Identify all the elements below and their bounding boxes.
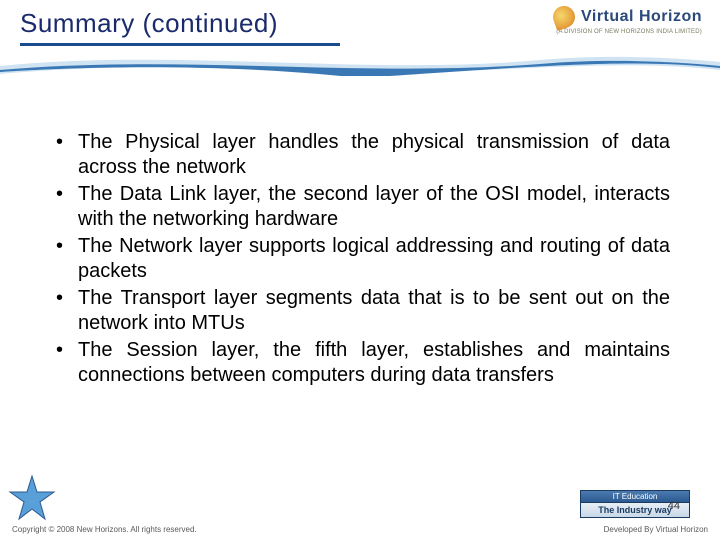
- list-item: The Network layer supports logical addre…: [50, 234, 670, 284]
- star-icon: [8, 474, 56, 522]
- footer: IT Education The Industry way 44 Copyrig…: [0, 492, 720, 540]
- brand-logo: Virtual Horizon (A DIVISION OF NEW HORIZ…: [553, 6, 702, 35]
- developed-by-text: Developed By Virtual Horizon: [604, 525, 708, 534]
- logo-main: Virtual Horizon: [553, 6, 702, 28]
- list-item: The Physical layer handles the physical …: [50, 130, 670, 180]
- copyright-text: Copyright © 2008 New Horizons. All right…: [12, 525, 197, 534]
- header-wave: [0, 48, 720, 76]
- list-item: The Session layer, the fifth layer, esta…: [50, 338, 670, 388]
- logo-subtext: (A DIVISION OF NEW HORIZONS INDIA LIMITE…: [553, 29, 702, 35]
- bullet-list: The Physical layer handles the physical …: [50, 130, 670, 388]
- slide: Summary (continued) Virtual Horizon (A D…: [0, 0, 720, 540]
- content-area: The Physical layer handles the physical …: [50, 130, 670, 390]
- swirl-icon: [550, 3, 578, 31]
- list-item: The Data Link layer, the second layer of…: [50, 182, 670, 232]
- title-underline: [20, 43, 340, 46]
- page-number: 44: [668, 500, 680, 512]
- logo-text: Virtual Horizon: [581, 8, 702, 26]
- list-item: The Transport layer segments data that i…: [50, 286, 670, 336]
